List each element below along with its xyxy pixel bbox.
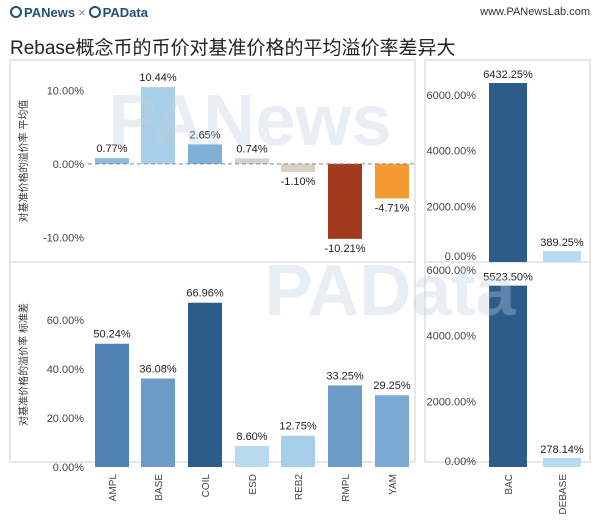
y-tick-label: 0.00% <box>53 462 84 474</box>
y-tick-label: 10.00% <box>47 85 85 97</box>
data-label: 50.24% <box>93 329 131 341</box>
bar-base <box>141 87 175 164</box>
data-label: -1.10% <box>281 176 316 188</box>
bar-debase <box>543 457 581 467</box>
y-axis-title: 对基准价格的溢价率 平均值 <box>17 100 30 223</box>
y-tick-label: 0.00% <box>445 251 476 263</box>
x-tick-label: COIL <box>201 474 212 498</box>
y-tick-label: 4000.00% <box>426 146 476 158</box>
data-label: 278.14% <box>540 444 584 456</box>
bar-yam <box>375 395 409 467</box>
data-label: 12.75% <box>279 421 317 433</box>
chart-title: Rebase概念币的币价对基准价格的平均溢价率差异大 <box>10 38 456 59</box>
data-label: 0.74% <box>236 143 267 155</box>
data-label: 36.08% <box>139 363 177 375</box>
data-label: 29.25% <box>373 380 411 392</box>
x-tick-label: YAM <box>388 474 399 495</box>
bar-esd <box>235 445 269 467</box>
data-label: 0.77% <box>96 143 127 155</box>
data-label: 2.65% <box>189 129 220 141</box>
site-url: www.PANewsLab.com <box>480 6 590 18</box>
data-label: 5523.50% <box>483 272 533 284</box>
y-tick-label: 60.00% <box>47 315 85 327</box>
panews-logo-icon <box>10 6 22 18</box>
y-tick-label: 2000.00% <box>426 201 476 213</box>
bar-bac <box>489 83 527 262</box>
bar-debase <box>543 251 581 262</box>
padata-logo-icon <box>88 6 101 18</box>
bar-rmpl <box>328 163 362 239</box>
data-label: -10.21% <box>325 243 366 255</box>
data-label: 8.60% <box>236 431 267 443</box>
x-tick-label: RMPL <box>341 474 352 502</box>
y-axis-title: 对基准价格的溢价率 标准差 <box>17 303 30 426</box>
watermark-padata: PAData <box>265 251 517 331</box>
brand-left: PANews <box>24 5 76 20</box>
y-tick-label: -10.00% <box>43 232 84 244</box>
y-tick-label: 6000.00% <box>426 90 476 102</box>
bar-yam <box>375 163 409 199</box>
y-tick-label: 6000.00% <box>426 265 476 277</box>
bar-coil <box>188 144 222 164</box>
bar-ampl <box>95 343 129 467</box>
data-label: 389.25% <box>540 237 584 249</box>
x-tick-label: REB2 <box>294 474 305 501</box>
bar-base <box>141 378 175 467</box>
brand-separator: × <box>78 5 86 20</box>
x-tick-label: BASE <box>154 474 165 501</box>
data-label: 33.25% <box>326 370 364 382</box>
y-tick-label: 40.00% <box>47 364 85 376</box>
y-tick-label: 0.00% <box>53 159 84 171</box>
x-tick-label: AMPL <box>108 474 119 502</box>
data-label: 66.96% <box>186 288 224 300</box>
bar-reb2 <box>281 435 315 467</box>
brand-right: PAData <box>102 5 148 20</box>
chart-area: 对基准价格的溢价率 平均值 10.00% 0.00% -10.00% 0.77% 10.4… <box>9 59 591 515</box>
bar-esd <box>235 158 269 164</box>
y-tick-label: 2000.00% <box>426 396 476 408</box>
y-tick-label: 4000.00% <box>426 331 476 343</box>
bar-coil <box>188 302 222 467</box>
bar-rmpl <box>328 385 362 467</box>
bar-ampl <box>95 158 129 164</box>
x-tick-label: ESD <box>248 474 259 495</box>
bar-bac <box>489 285 527 467</box>
bar-reb2 <box>281 163 315 172</box>
x-tick-label: DEBASE <box>558 474 569 515</box>
brand-logo: PANews × PAData <box>10 5 148 20</box>
header-bar: PANews × PAData www.PANewsLab.com <box>0 0 600 28</box>
y-tick-label: 20.00% <box>47 413 85 425</box>
data-label: 10.44% <box>139 72 177 84</box>
watermark-panews: PANews <box>109 81 392 161</box>
data-label: 6432.25% <box>483 69 533 81</box>
y-tick-label: 0.00% <box>445 456 476 468</box>
x-tick-label: BAC <box>504 474 515 495</box>
data-label: -4.71% <box>375 202 410 214</box>
